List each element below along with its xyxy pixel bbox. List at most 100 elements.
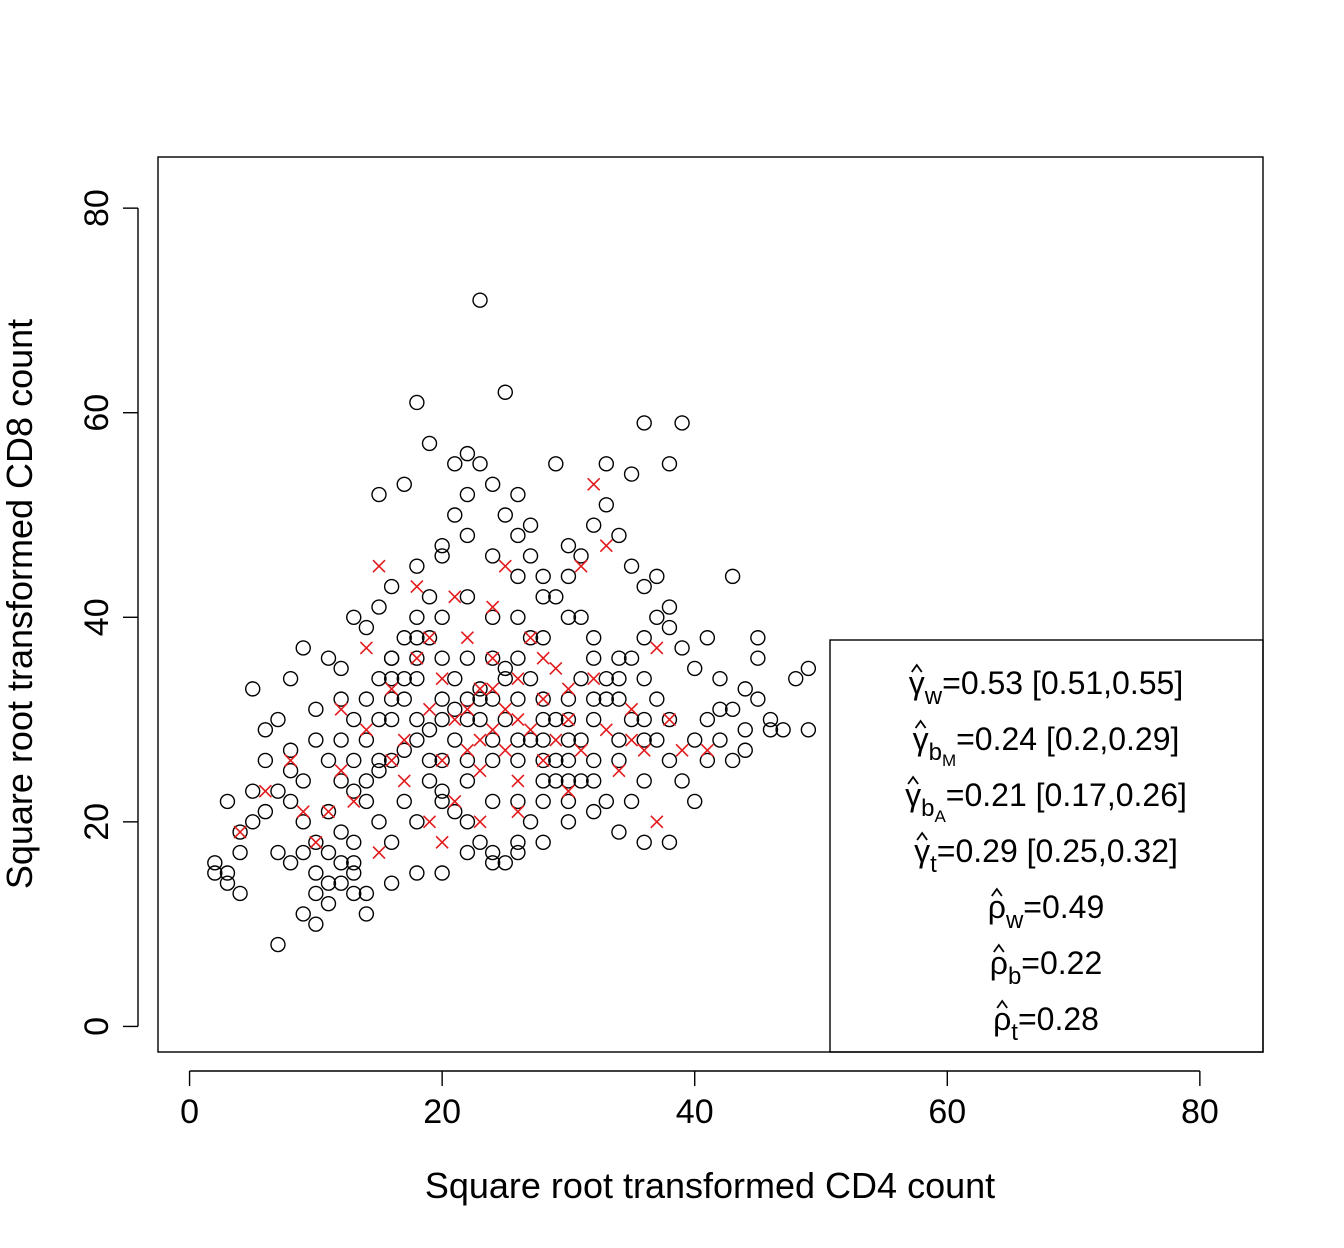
- data-point-circle: [585, 803, 602, 820]
- data-point-circle: [699, 711, 716, 728]
- data-point-circle: [510, 568, 526, 585]
- data-point-cross: [397, 774, 411, 788]
- data-point-circle: [636, 834, 652, 851]
- data-point-circle: [346, 752, 362, 769]
- data-point-circle: [346, 834, 362, 851]
- data-point-circle: [687, 732, 703, 748]
- data-point-circle: [371, 486, 387, 503]
- data-point-cross: [321, 805, 336, 819]
- data-point-circle: [687, 793, 703, 810]
- data-point-circle: [712, 732, 728, 748]
- data-point-circle: [447, 456, 463, 472]
- data-point-circle: [800, 722, 817, 738]
- data-point-circle: [383, 875, 400, 891]
- data-point-circle: [270, 844, 286, 861]
- data-point-cross: [359, 641, 373, 655]
- data-point-circle: [522, 548, 539, 564]
- data-point-cross: [486, 682, 500, 696]
- data-point-circle: [585, 752, 602, 769]
- data-point-cross: [561, 682, 575, 696]
- data-point-cross: [334, 764, 348, 778]
- data-point-circle: [383, 578, 400, 595]
- y-tick-label: 80: [78, 189, 116, 227]
- data-point-circle: [598, 497, 615, 513]
- data-point-circle: [358, 885, 375, 902]
- data-point-circle: [333, 773, 349, 789]
- data-point-circle: [636, 711, 652, 728]
- data-point-cross: [536, 692, 550, 706]
- data-point-circle: [434, 537, 450, 554]
- x-axis-title: Square root transformed CD4 count: [425, 1165, 995, 1206]
- data-point-circle: [598, 793, 615, 810]
- hat-accent: [916, 831, 928, 841]
- data-point-circle: [459, 844, 476, 861]
- data-point-circle: [333, 691, 349, 707]
- legend-line: γbA=0.21 [0.17,0.26]: [905, 777, 1187, 826]
- data-point-circle: [585, 711, 602, 728]
- data-point-circle: [434, 609, 450, 625]
- data-point-circle: [434, 650, 450, 666]
- data-point-circle: [295, 814, 311, 830]
- data-point-cross: [574, 743, 588, 757]
- data-point-circle: [712, 701, 728, 718]
- y-axis-title: Square root transformed CD8 count: [0, 319, 40, 889]
- data-point-cross: [385, 753, 399, 768]
- data-point-circle: [649, 568, 665, 585]
- data-point-circle: [472, 711, 488, 728]
- data-point-circle: [346, 885, 362, 902]
- legend-box: [829, 639, 1264, 1053]
- data-point-circle: [333, 875, 349, 891]
- data-point-circle: [548, 711, 564, 728]
- data-point-circle: [409, 558, 425, 574]
- hat-accent: [911, 663, 923, 673]
- data-point-circle: [611, 650, 627, 666]
- data-point-circle: [649, 691, 665, 707]
- data-point-cross: [486, 651, 500, 665]
- data-point-circle: [674, 640, 690, 656]
- legend: γw=0.53 [0.51,0.55] γbM=0.24 [0.2,0.29] γb…: [905, 663, 1187, 1046]
- data-point-circle: [484, 732, 501, 748]
- legend-line: γt=0.29 [0.25,0.32]: [914, 833, 1178, 878]
- plot-frame: [157, 156, 1264, 1053]
- data-point-circle: [535, 568, 551, 585]
- data-point-circle: [510, 834, 526, 851]
- data-point-cross: [422, 702, 437, 716]
- legend-line: γw=0.53 [0.51,0.55]: [909, 665, 1183, 710]
- data-point-circle: [484, 691, 501, 707]
- data-point-circle: [510, 793, 526, 810]
- hat-accent: [914, 719, 927, 729]
- data-point-circle: [560, 793, 577, 810]
- data-point-circle: [333, 824, 349, 840]
- data-point-circle: [623, 558, 640, 574]
- legend-line: γbM=0.24 [0.2,0.29]: [913, 721, 1180, 770]
- data-point-circle: [737, 681, 753, 697]
- data-point-circle: [409, 711, 425, 728]
- y-tick-label: 0: [78, 1017, 116, 1036]
- data-point-circle: [636, 578, 652, 595]
- data-point-circle: [459, 691, 476, 707]
- data-point-circle: [522, 517, 539, 533]
- data-point-circle: [232, 885, 248, 902]
- data-point-circle: [219, 793, 236, 810]
- data-point-circle: [535, 630, 551, 646]
- data-point-circle: [308, 834, 324, 851]
- data-point-circle: [434, 711, 450, 728]
- data-point-circle: [510, 650, 526, 666]
- data-point-circle: [346, 609, 362, 625]
- data-point-cross: [511, 672, 525, 686]
- data-point-circle: [358, 906, 375, 922]
- data-point-circle: [383, 691, 400, 707]
- data-point-cross: [410, 580, 424, 594]
- data-point-circle: [497, 711, 513, 728]
- data-point-circle: [699, 752, 716, 769]
- data-point-circle: [724, 752, 741, 769]
- data-point-cross: [258, 784, 272, 798]
- data-point-circle: [800, 660, 817, 677]
- data-point-cross: [435, 753, 449, 768]
- data-point-circle: [585, 691, 602, 707]
- x-tick-label: 20: [423, 1093, 461, 1131]
- data-point-circle: [409, 732, 425, 748]
- data-point-circle: [270, 783, 286, 799]
- data-point-circle: [282, 763, 299, 779]
- data-point-circle: [573, 548, 589, 564]
